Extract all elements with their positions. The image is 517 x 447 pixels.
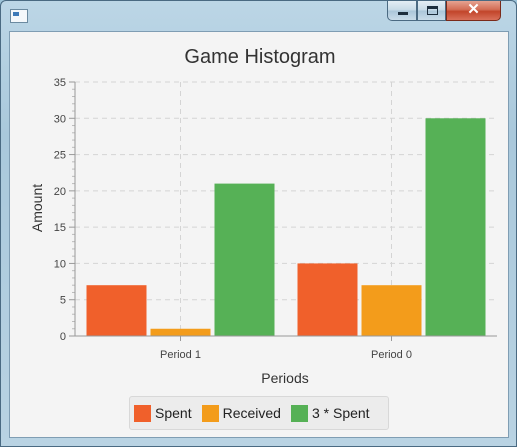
close-icon: ✕	[467, 1, 480, 18]
x-tick-label: Period 1	[160, 349, 201, 361]
y-tick-label: 20	[54, 186, 66, 198]
legend-item-received: Received	[201, 404, 281, 422]
y-tick-label: 10	[54, 258, 66, 270]
y-tick-label: 0	[60, 331, 66, 343]
bars-group	[86, 118, 486, 337]
legend-swatch-spent	[134, 404, 151, 422]
y-axis-label: Amount	[29, 184, 45, 232]
tick-labels: 0 5 10 15 20 25 30 35 Period 1 Period 0	[54, 77, 412, 361]
legend-label-spent: Spent	[155, 405, 192, 421]
maximize-icon	[418, 1, 445, 20]
legend-item-3x-spent: 3 * Spent	[290, 404, 370, 422]
bar-3-spent-period-0[interactable]	[425, 118, 486, 337]
y-tick-label: 25	[54, 150, 66, 162]
y-tick-label: 5	[60, 295, 66, 307]
maximize-button[interactable]	[417, 1, 446, 21]
x-axis-label: Periods	[261, 370, 308, 386]
close-button[interactable]: ✕	[446, 1, 501, 21]
chart-legend: Spent Received 3 * Spent	[129, 396, 389, 430]
legend-item-spent: Spent	[134, 404, 192, 422]
bar-received-period-0[interactable]	[361, 285, 422, 336]
legend-swatch-3x-spent	[290, 404, 308, 422]
legend-label-3x-spent: 3 * Spent	[311, 405, 370, 421]
y-tick-label: 15	[54, 222, 66, 234]
chart-title: Game Histogram	[184, 46, 335, 68]
legend-swatch-received	[201, 404, 219, 422]
y-tick-label: 35	[54, 77, 66, 89]
bar-spent-period-1[interactable]	[86, 285, 147, 336]
bar-3-spent-period-1[interactable]	[214, 183, 275, 336]
bar-received-period-1[interactable]	[150, 328, 211, 336]
y-tick-label: 30	[54, 113, 66, 125]
x-tick-label: Period 0	[371, 349, 412, 361]
minimize-icon	[388, 1, 416, 20]
legend-label-received: Received	[222, 405, 281, 421]
axes	[69, 81, 497, 341]
bar-spent-period-0[interactable]	[297, 263, 358, 336]
app-icon[interactable]	[10, 9, 28, 23]
title-bar[interactable]: ✕	[1, 1, 516, 29]
minimize-button[interactable]	[387, 1, 417, 21]
